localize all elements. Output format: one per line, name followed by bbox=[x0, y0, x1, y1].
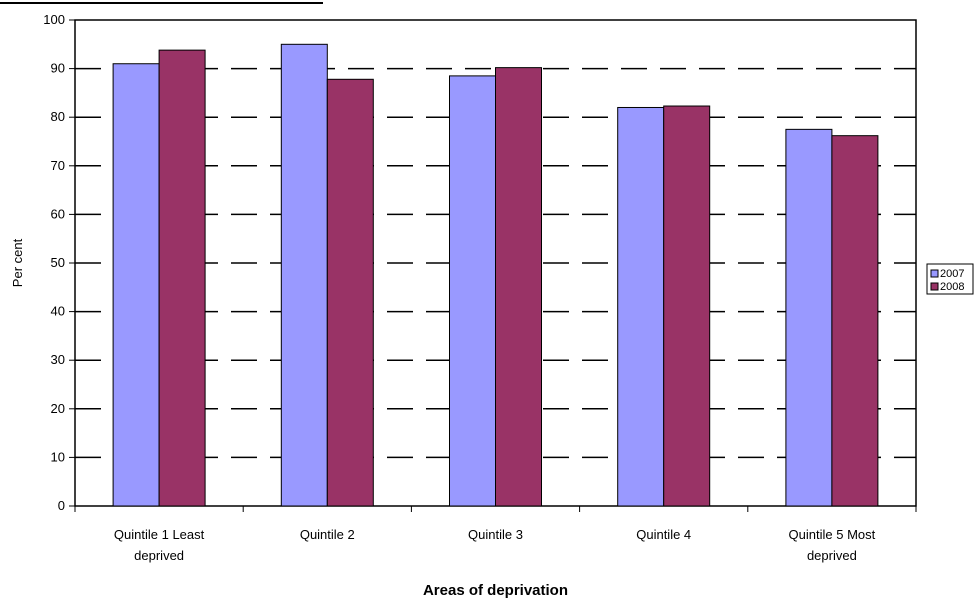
y-tick-label: 70 bbox=[51, 158, 65, 173]
y-tick-label: 0 bbox=[58, 498, 65, 513]
bar-2007 bbox=[280, 43, 328, 507]
bar-2008 bbox=[158, 49, 206, 507]
bar-2008 bbox=[495, 67, 542, 507]
plot-area: 0 10 20 30 40 50 60 70 80 90 100 Quintile 1 Least de… bbox=[43, 12, 917, 563]
bar-2007 bbox=[449, 75, 496, 507]
y-tick-label: 80 bbox=[51, 109, 65, 124]
y-tick-label: 40 bbox=[51, 304, 65, 319]
x-tick-label-line: Quintile 3 bbox=[468, 527, 523, 542]
bar-2007 bbox=[785, 128, 833, 507]
bar-2008 bbox=[326, 78, 374, 507]
y-tick-label: 20 bbox=[51, 401, 65, 416]
bar-2007 bbox=[617, 106, 665, 507]
y-tick-label: 100 bbox=[43, 12, 65, 27]
x-tick-label-line: deprived bbox=[807, 548, 857, 563]
x-tick-label-line: Quintile 1 Least bbox=[114, 527, 205, 542]
y-tick-label: 50 bbox=[51, 255, 65, 270]
y-tick-label: 60 bbox=[51, 206, 65, 221]
y-tick-label: 30 bbox=[51, 352, 65, 367]
bar-2008 bbox=[663, 105, 711, 507]
x-tick-label-line: Quintile 2 bbox=[300, 527, 355, 542]
x-tick-label-line: Quintile 4 bbox=[636, 527, 691, 542]
legend-swatch-2007 bbox=[930, 269, 939, 278]
x-tick-label: Quintile 3 bbox=[468, 527, 523, 542]
x-tick-label-line: Quintile 5 Most bbox=[789, 527, 876, 542]
x-axis-title: Areas of deprivation bbox=[423, 582, 568, 599]
x-tick-label: Quintile 5 Most deprived bbox=[789, 527, 876, 563]
y-tick-label: 90 bbox=[51, 61, 65, 76]
bar-2008 bbox=[831, 135, 879, 507]
x-tick-label: Quintile 1 Least deprived bbox=[114, 527, 205, 563]
bar-2007 bbox=[112, 63, 160, 507]
legend-label-2008: 2008 bbox=[940, 281, 964, 293]
y-tick-label: 10 bbox=[51, 449, 65, 464]
legend-swatch-2008 bbox=[930, 282, 939, 291]
legend-label-2007: 2007 bbox=[940, 268, 964, 280]
x-tick-label: Quintile 2 bbox=[300, 527, 355, 542]
y-axis-title: Per cent bbox=[10, 238, 25, 287]
x-tick-label: Quintile 4 bbox=[636, 527, 691, 542]
x-tick-label-line: deprived bbox=[134, 548, 184, 563]
